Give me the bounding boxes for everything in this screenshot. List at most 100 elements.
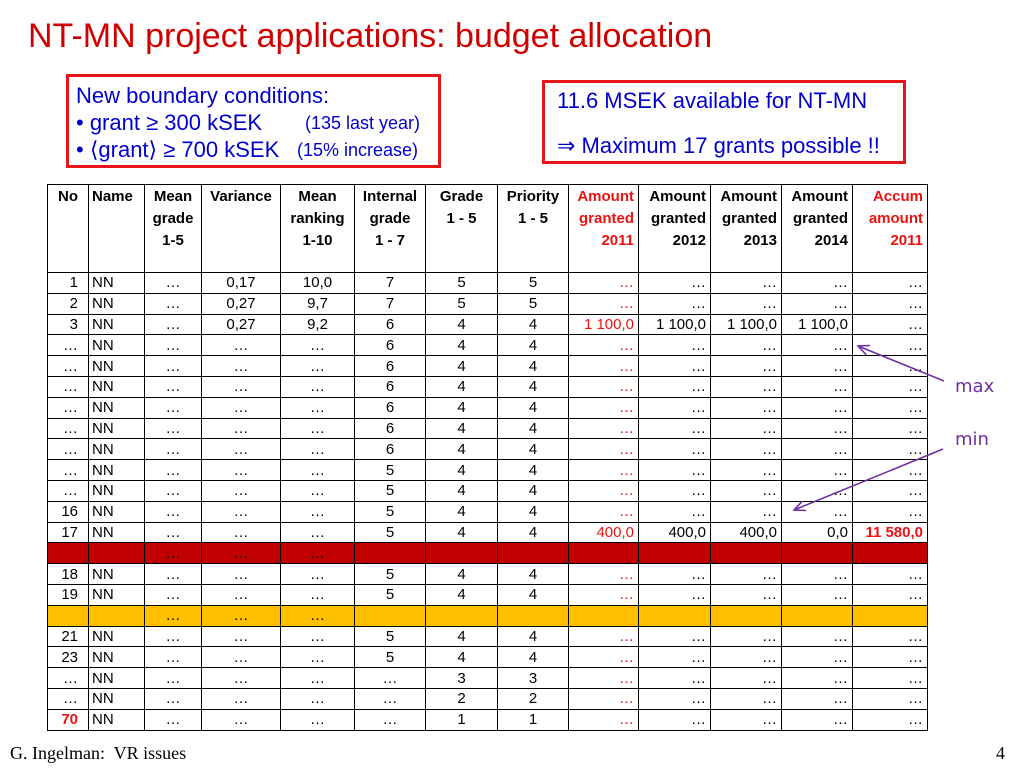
cell-amount-granted-2011: [568, 604, 639, 627]
table-row: … NN………… 2 2……………: [47, 687, 928, 710]
header-line: Priority: [506, 188, 560, 205]
cell-priority: 1: [497, 708, 569, 731]
table-row: … NN……… 5 4 4……………: [47, 479, 928, 502]
cell-amount-granted-2013: …: [710, 292, 782, 315]
cell-no: [47, 604, 89, 627]
cell-variance: …: [201, 542, 281, 565]
cell-amount-granted-2014: …: [781, 417, 853, 440]
header-line: Mean: [298, 188, 337, 205]
header-line: 2011: [890, 232, 923, 249]
cell-priority: 4: [497, 646, 569, 669]
cell-amount-granted-2011: …: [568, 459, 639, 481]
cell-name: NN: [88, 313, 145, 336]
cell-priority: 4: [497, 355, 569, 377]
cell-amount-granted-2011: …: [568, 583, 639, 606]
table-row: … NN……… 6 4 4……………: [47, 396, 928, 419]
header-line: Amount: [649, 188, 706, 205]
cell-accum-amount-2011: …: [852, 334, 928, 357]
max-grants-conclusion: ⇒ Maximum 17 grants possible !!: [557, 133, 880, 158]
cell-amount-granted-2012: [638, 604, 711, 627]
header-mean-ranking: Mean ranking 1-10: [280, 184, 355, 273]
page-number: 4: [996, 743, 1005, 763]
cell-priority: 4: [497, 438, 569, 461]
cell-amount-granted-2013: …: [710, 625, 782, 648]
cell-priority: 5: [497, 292, 569, 315]
cell-amount-granted-2013: …: [710, 500, 782, 523]
cell-mean-grade: …: [144, 313, 202, 336]
cell-grade: 4: [425, 396, 498, 419]
header-line: granted: [650, 210, 706, 227]
cell-internal-grade: 5: [354, 479, 426, 502]
cell-variance: …: [201, 479, 281, 502]
cell-mean-grade: …: [144, 396, 202, 419]
cell-accum-amount-2011: …: [852, 438, 928, 461]
cell-no: …: [47, 459, 89, 481]
cell-variance: …: [201, 521, 281, 544]
cell-internal-grade: 6: [354, 396, 426, 419]
cell-mean-grade: …: [144, 272, 202, 294]
cell-name: NN: [88, 396, 145, 419]
cell-accum-amount-2011: 11 580,0: [852, 521, 928, 544]
cell-grade: 4: [425, 563, 498, 585]
cell-amount-granted-2012: …: [638, 355, 711, 377]
boundary-conditions-box: New boundary conditions: • grant ≥ 300 k…: [66, 74, 441, 168]
cell-amount-granted-2014: …: [781, 646, 853, 669]
minimum-grant-rule-note: (135 last year): [305, 113, 421, 133]
cell-priority: [497, 604, 569, 627]
cell-mean-grade: …: [144, 625, 202, 648]
header-line: grade: [152, 210, 194, 227]
cell-internal-grade: 6: [354, 334, 426, 357]
cell-amount-granted-2014: …: [781, 708, 853, 731]
cell-grade: 3: [425, 667, 498, 689]
cell-amount-granted-2013: …: [710, 687, 782, 710]
table-row: 21 NN……… 5 4 4……………: [47, 625, 928, 648]
cell-internal-grade: …: [354, 687, 426, 710]
table-row: … NN……… 5 4 4……………: [47, 459, 928, 481]
table-row: 1 NN… 0,17 10,0 7 5 5……………: [47, 272, 928, 294]
cell-mean-ranking: …: [280, 583, 355, 606]
cell-accum-amount-2011: …: [852, 563, 928, 585]
table-row: 70 NN………… 1 1……………: [47, 708, 928, 731]
cell-amount-granted-2013: 1 100,0: [710, 313, 782, 336]
cell-amount-granted-2011: …: [568, 646, 639, 669]
cell-amount-granted-2014: …: [781, 625, 853, 648]
cell-accum-amount-2011: …: [852, 355, 928, 377]
cell-mean-ranking: …: [280, 687, 355, 710]
cell-grade: [425, 542, 498, 565]
cell-internal-grade: 7: [354, 272, 426, 294]
average-grant-rule: • ⟨grant⟩ ≥ 700 kSEK (15% increase): [76, 136, 438, 163]
cell-variance: …: [201, 334, 281, 357]
cell-mean-grade: …: [144, 417, 202, 440]
cell-amount-granted-2013: …: [710, 438, 782, 461]
cell-amount-granted-2013: …: [710, 272, 782, 294]
cell-name: NN: [88, 521, 145, 544]
cell-amount-granted-2011: …: [568, 479, 639, 502]
cell-amount-granted-2011: [568, 542, 639, 565]
cell-amount-granted-2013: [710, 542, 782, 565]
cell-amount-granted-2012: …: [638, 667, 711, 689]
cell-grade: 2: [425, 687, 498, 710]
cell-amount-granted-2014: …: [781, 375, 853, 398]
cell-internal-grade: [354, 542, 426, 565]
cell-amount-granted-2013: …: [710, 708, 782, 731]
header-line: granted: [578, 210, 634, 227]
header-line: Mean: [153, 188, 193, 205]
cell-internal-grade: 6: [354, 355, 426, 377]
cell-name: NN: [88, 479, 145, 502]
cell-grade: 4: [425, 521, 498, 544]
cell-grade: 4: [425, 583, 498, 606]
cell-name: NN: [88, 272, 145, 294]
cell-variance: …: [201, 396, 281, 419]
cell-mean-grade: …: [144, 500, 202, 523]
cell-accum-amount-2011: …: [852, 479, 928, 502]
cell-mean-ranking: …: [280, 667, 355, 689]
minimum-grant-rule-text: • grant ≥ 300 kSEK: [76, 110, 263, 135]
cell-internal-grade: 5: [354, 500, 426, 523]
cell-mean-grade: …: [144, 563, 202, 585]
header-line: 2011: [601, 232, 634, 249]
cell-amount-granted-2012: …: [638, 479, 711, 502]
cell-amount-granted-2011: …: [568, 500, 639, 523]
cell-accum-amount-2011: [852, 542, 928, 565]
cell-amount-granted-2013: …: [710, 667, 782, 689]
cell-priority: 4: [497, 521, 569, 544]
